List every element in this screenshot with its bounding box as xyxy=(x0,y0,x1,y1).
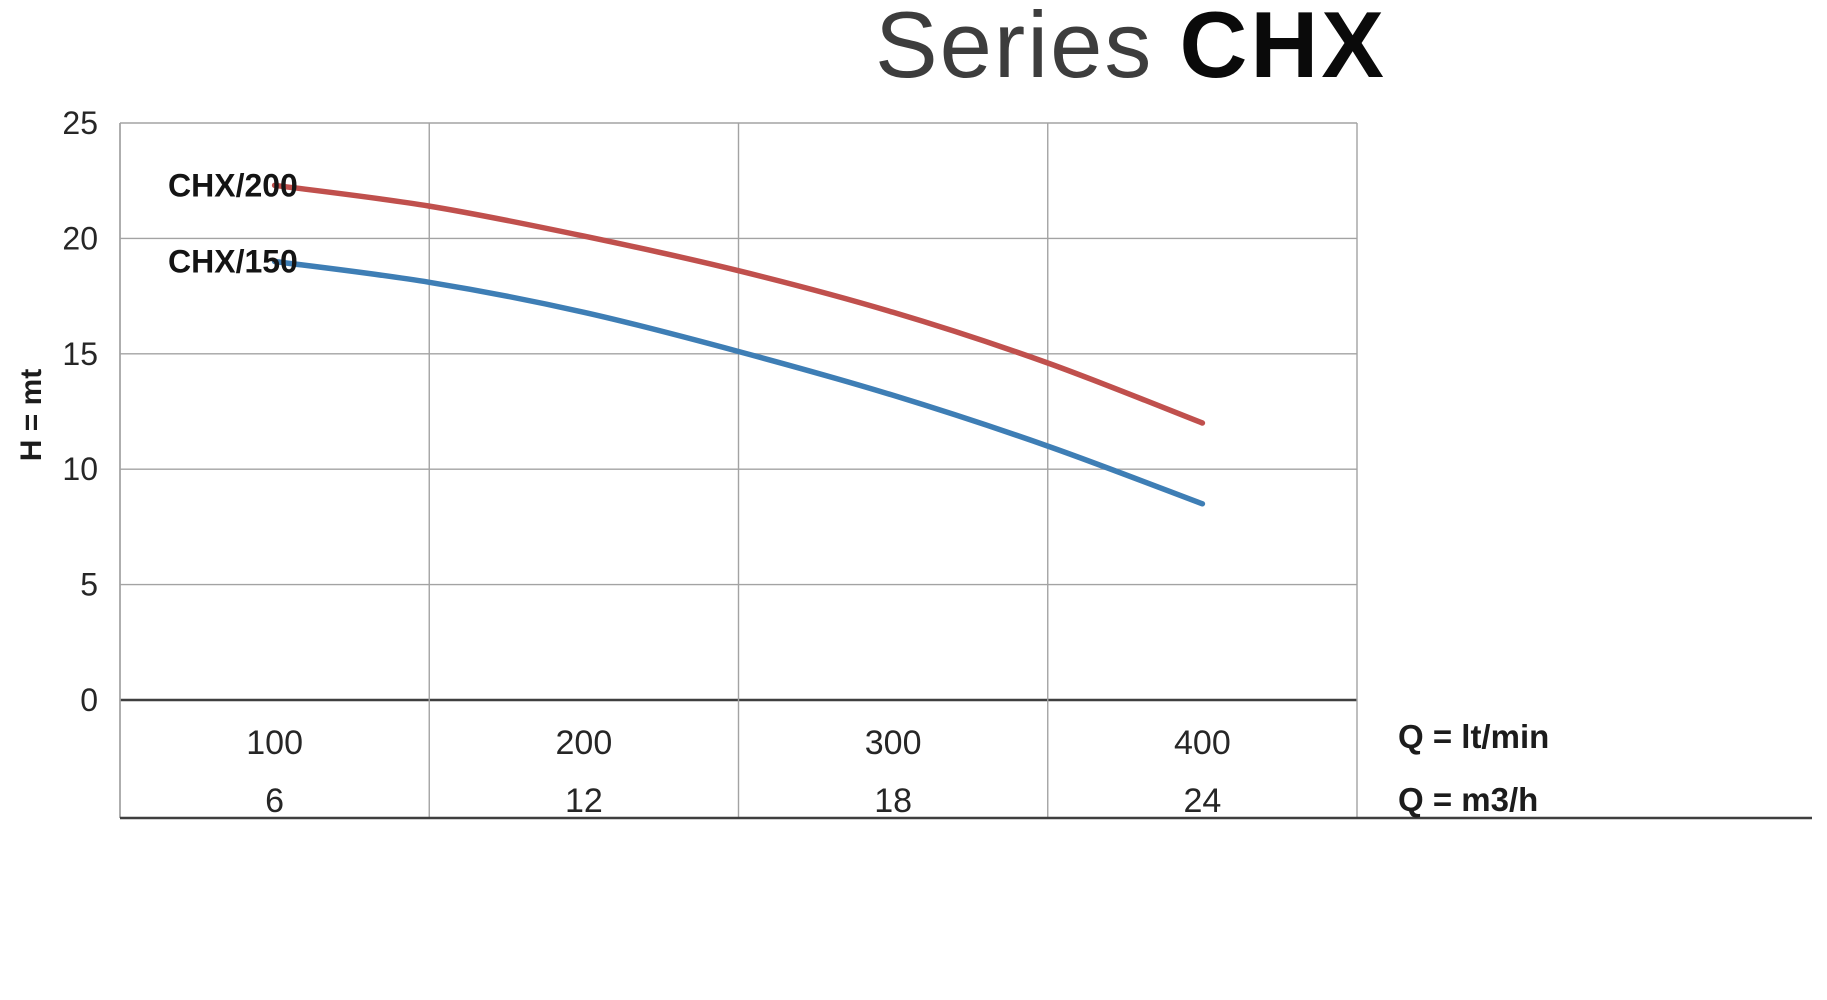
title-series-text: Series xyxy=(874,0,1154,97)
x-tick-label-m3h: 18 xyxy=(874,782,912,820)
series-line-chx-150 xyxy=(271,258,1206,507)
series-line-chx-200 xyxy=(271,182,1206,426)
x-tick-label-ltmin: 400 xyxy=(1174,724,1231,762)
x-axis-unit-ltmin: Q = lt/min xyxy=(1398,718,1550,755)
series-label-chx-200: CHX/200 xyxy=(168,167,298,203)
x-tick-label-ltmin: 100 xyxy=(246,724,303,762)
y-tick-label: 5 xyxy=(80,567,98,603)
y-tick-label: 0 xyxy=(80,682,98,718)
x-axis-unit-m3h: Q = m3/h xyxy=(1398,781,1539,818)
x-tick-label-m3h: 12 xyxy=(565,782,603,820)
page-title: Series CHX xyxy=(875,0,1387,95)
y-tick-label: 15 xyxy=(62,336,98,372)
y-tick-label: 10 xyxy=(62,451,98,487)
y-tick-label: 25 xyxy=(62,105,98,141)
y-tick-label: 20 xyxy=(62,220,98,256)
x-tick-label-m3h: 24 xyxy=(1183,782,1221,820)
title-chx-text: CHX xyxy=(1179,0,1387,97)
x-tick-label-ltmin: 200 xyxy=(556,724,613,762)
x-tick-label-ltmin: 300 xyxy=(865,724,922,762)
series-label-chx-150: CHX/150 xyxy=(168,243,298,279)
x-tick-label-m3h: 6 xyxy=(265,782,284,820)
